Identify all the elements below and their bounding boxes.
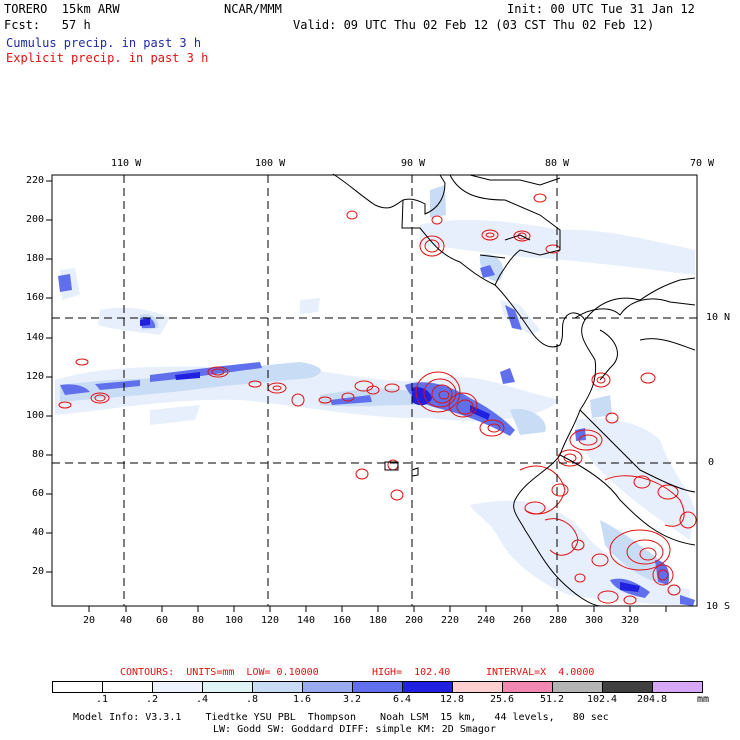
cumulus-legend: Cumulus precip. in past 3 h: [6, 36, 202, 50]
y-tick: 20: [32, 566, 45, 577]
x-tick: 280: [549, 615, 568, 626]
lat-label-10n: 10 N: [706, 312, 731, 323]
colorbar-label: 3.2: [342, 694, 362, 705]
x-tick: 300: [585, 615, 604, 626]
x-tick: 220: [441, 615, 460, 626]
lat-lon-grid: [52, 175, 697, 606]
colorbar-swatch: [352, 681, 403, 693]
lat-label-10s: 10 S: [706, 601, 731, 612]
x-tick: 180: [369, 615, 388, 626]
contour-units: CONTOURS: UNITS=mm LOW= 0.10000: [120, 667, 319, 678]
x-tick: 240: [477, 615, 496, 626]
valid-time: Valid: 09 UTC Thu 02 Feb 12 (03 CST Thu …: [293, 18, 655, 32]
model-physics: LW: Godd SW: Goddard DIFF: simple KM: 2D…: [213, 724, 496, 735]
colorbar-swatch: [552, 681, 603, 693]
y-tick: 220: [26, 175, 45, 186]
explicit-precip-contours: [58, 193, 697, 605]
colorbar-label: .8: [245, 694, 259, 705]
colorbar-swatch: [652, 681, 703, 693]
y-tick: 160: [26, 292, 45, 303]
colorbar-label: 204.8: [636, 694, 668, 705]
colorbar-swatch: [152, 681, 203, 693]
x-tick: 80: [192, 615, 205, 626]
map-frame: [51, 174, 698, 607]
x-tick: 60: [156, 615, 169, 626]
forecast-hour: Fcst: 57 h: [4, 18, 91, 32]
x-tick: 100: [225, 615, 244, 626]
y-tick: 180: [26, 253, 45, 264]
x-tick: 140: [297, 615, 316, 626]
lon-label-80w: 80 W: [545, 158, 570, 169]
lon-label-70w: 70 W: [690, 158, 715, 169]
y-tick: 200: [26, 214, 45, 225]
colorbar-swatch: [252, 681, 303, 693]
x-tick: 320: [621, 615, 640, 626]
x-tick: 40: [120, 615, 133, 626]
x-tick: 200: [405, 615, 424, 626]
colorbar-swatch: [302, 681, 353, 693]
colorbar-label: .4: [195, 694, 209, 705]
lat-label-0: 0: [708, 457, 715, 468]
y-tick: 120: [26, 371, 45, 382]
colorbar-unit: mm: [697, 694, 710, 705]
y-tick: 60: [32, 488, 45, 499]
y-tick: 40: [32, 527, 45, 538]
init-time: Init: 00 UTC Tue 31 Jan 12: [507, 2, 695, 16]
colorbar-swatch: [52, 681, 103, 693]
model-title: TORERO 15km ARW: [4, 2, 120, 16]
colorbar-label: 51.2: [539, 694, 565, 705]
lon-label-110w: 110 W: [111, 158, 142, 169]
colorbar-label: .1: [95, 694, 109, 705]
colorbar-label: 12.8: [439, 694, 465, 705]
y-tick: 100: [26, 410, 45, 421]
explicit-legend: Explicit precip. in past 3 h: [6, 51, 209, 65]
colorbar-label: 1.6: [292, 694, 312, 705]
colorbar-swatch: [452, 681, 503, 693]
colorbar-swatch: [202, 681, 253, 693]
colorbar-label: .2: [145, 694, 159, 705]
contour-interval: INTERVAL=X 4.0000: [486, 667, 595, 678]
org-label: NCAR/MMM: [224, 2, 282, 16]
lon-label-100w: 100 W: [255, 158, 286, 169]
contour-high: HIGH= 102.40: [372, 667, 451, 678]
x-tick: 160: [333, 615, 352, 626]
axis-ticks: [46, 180, 667, 612]
colorbar-swatch: [502, 681, 553, 693]
cumulus-precip-field: [55, 185, 695, 606]
colorbar-label: 6.4: [392, 694, 412, 705]
model-info: Model Info: V3.3.1 Tiedtke YSU PBL Thomp…: [73, 712, 609, 723]
x-tick: 120: [261, 615, 280, 626]
lon-label-90w: 90 W: [401, 158, 426, 169]
colorbar-swatch: [602, 681, 653, 693]
colorbar-label: 25.6: [489, 694, 515, 705]
y-tick: 80: [32, 449, 45, 460]
y-tick: 140: [26, 332, 45, 343]
colorbar-swatch: [402, 681, 453, 693]
x-tick: 260: [513, 615, 532, 626]
colorbar-label: 102.4: [586, 694, 618, 705]
x-tick: 20: [83, 615, 96, 626]
colorbar-swatch: [102, 681, 153, 693]
